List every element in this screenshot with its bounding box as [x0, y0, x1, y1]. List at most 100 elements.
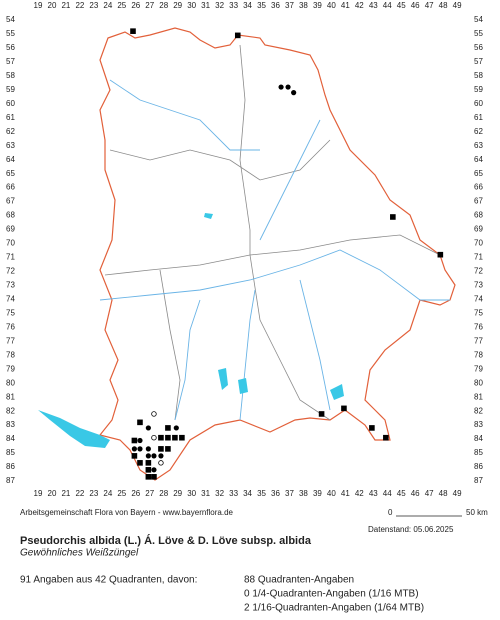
square-marker — [172, 434, 178, 441]
row-label: 77 — [6, 336, 15, 345]
column-label: 30 — [187, 489, 196, 498]
row-label: 69 — [474, 225, 483, 234]
column-label: 48 — [439, 1, 448, 10]
square-marker — [131, 437, 138, 444]
column-label: 22 — [75, 1, 84, 10]
column-label: 30 — [187, 1, 196, 10]
column-label: 38 — [299, 1, 308, 10]
row-label: 73 — [474, 281, 483, 290]
border — [109, 139, 331, 181]
square-marker — [137, 460, 143, 466]
row-label: 75 — [474, 308, 483, 317]
column-label: 49 — [453, 1, 462, 10]
row-label: 75 — [6, 308, 15, 317]
row-label: 61 — [6, 113, 15, 122]
dot-marker — [145, 446, 151, 452]
border — [159, 269, 181, 421]
row-label: 81 — [6, 392, 15, 401]
row-label: 74 — [6, 295, 15, 304]
column-label: 24 — [103, 1, 112, 10]
row-label: 67 — [474, 197, 483, 206]
stat: 2 1/16-Quadranten-Angaben (1/64 MTB) — [244, 603, 424, 614]
row-label: 85 — [6, 448, 15, 457]
row-label: 60 — [6, 99, 15, 108]
column-label: 35 — [257, 1, 266, 10]
row-label: 87 — [6, 476, 15, 485]
column-label: 31 — [201, 1, 210, 10]
row-label: 79 — [6, 364, 15, 373]
column-label: 29 — [173, 489, 182, 498]
river — [174, 299, 201, 421]
column-label: 42 — [355, 489, 364, 498]
rivers — [99, 79, 450, 421]
row-label: 82 — [6, 406, 15, 415]
border — [104, 234, 441, 276]
lake — [218, 368, 228, 390]
row-label: 68 — [474, 211, 483, 220]
dot-marker — [131, 446, 137, 452]
column-label: 46 — [411, 1, 420, 10]
row-label: 62 — [474, 127, 483, 136]
column-label: 36 — [271, 1, 280, 10]
summary: 91 Angaben aus 42 Quadranten, davon: — [20, 575, 197, 586]
column-label: 40 — [327, 489, 336, 498]
lake — [38, 410, 110, 448]
square-marker — [165, 434, 171, 441]
row-label: 64 — [6, 155, 15, 164]
column-label: 34 — [243, 1, 252, 10]
dot-marker — [137, 437, 143, 444]
row-label: 69 — [6, 225, 15, 234]
column-label: 49 — [453, 489, 462, 498]
row-label: 55 — [474, 29, 483, 38]
row-label: 78 — [6, 350, 15, 359]
dot-marker — [285, 84, 291, 90]
square-marker — [165, 446, 171, 452]
scale-end: 50 km — [466, 508, 488, 517]
square-marker — [158, 434, 164, 441]
column-label: 41 — [341, 489, 350, 498]
row-label: 59 — [474, 85, 483, 94]
subtitle: Gewöhnliches Weißzüngel — [20, 548, 139, 559]
title: Pseudorchis albida (L.) Á. Löve & D. Löv… — [20, 534, 312, 547]
column-label: 19 — [34, 1, 43, 10]
row-label: 67 — [6, 197, 15, 206]
river — [299, 279, 331, 411]
dot-marker — [137, 446, 143, 452]
lakes — [38, 213, 344, 448]
row-label: 56 — [6, 43, 15, 52]
column-label: 45 — [397, 489, 406, 498]
column-label: 31 — [201, 489, 210, 498]
column-label: 34 — [243, 489, 252, 498]
column-label: 48 — [439, 489, 448, 498]
row-label: 60 — [474, 99, 483, 108]
circle-marker — [151, 411, 157, 417]
row-label: 74 — [474, 295, 483, 304]
row-label: 86 — [474, 462, 483, 471]
square-marker — [390, 214, 396, 220]
square-marker — [151, 474, 157, 480]
square-marker — [383, 434, 389, 441]
row-label: 79 — [474, 364, 483, 373]
column-label: 45 — [397, 1, 406, 10]
column-label: 25 — [117, 489, 126, 498]
river — [259, 119, 321, 241]
river — [109, 79, 260, 151]
square-marker — [234, 32, 241, 39]
row-label: 70 — [474, 239, 483, 248]
row-label: 58 — [474, 71, 483, 80]
row-label: 63 — [6, 141, 15, 150]
column-label: 22 — [75, 489, 84, 498]
row-label: 83 — [474, 420, 483, 429]
column-label: 32 — [215, 489, 224, 498]
square-marker — [130, 28, 136, 34]
date: Datenstand: 05.06.2025 — [368, 525, 454, 534]
row-label: 56 — [474, 43, 483, 52]
row-label: 68 — [6, 211, 15, 220]
column-label: 23 — [89, 1, 98, 10]
column-label: 19 — [34, 489, 43, 498]
dot-marker — [278, 84, 284, 90]
dot-marker — [151, 467, 157, 473]
square-marker — [341, 405, 347, 412]
row-label: 61 — [474, 113, 483, 122]
